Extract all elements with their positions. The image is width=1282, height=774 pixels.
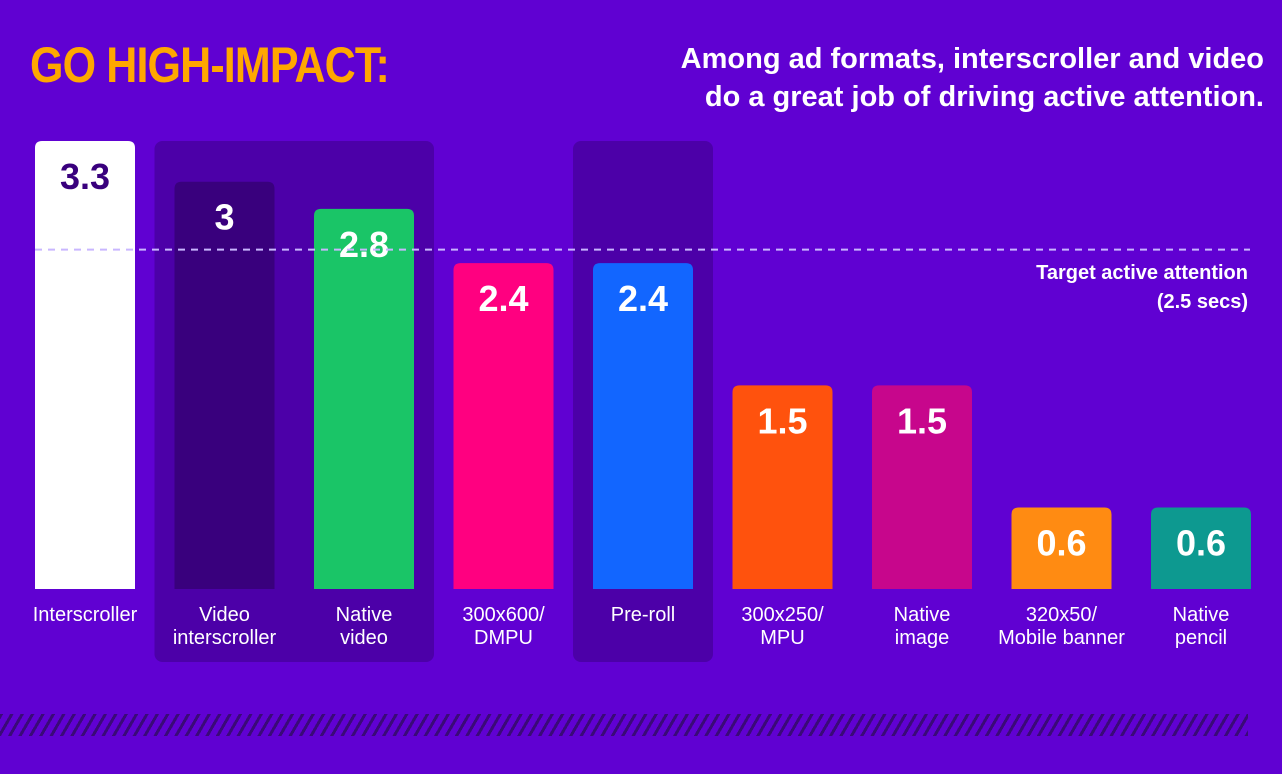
value-label: 3.3 xyxy=(60,156,110,197)
value-label: 2.4 xyxy=(618,278,668,319)
target-label-line-1: Target active attention xyxy=(1036,262,1248,284)
bar xyxy=(314,208,414,589)
subtitle-line-1: Among ad formats, interscroller and vide… xyxy=(680,43,1264,75)
category-label: Native xyxy=(894,604,951,626)
bar xyxy=(593,263,693,589)
value-label: 1.5 xyxy=(757,400,807,441)
category-label: 300x600/ xyxy=(462,604,545,626)
headline: GO HIGH-IMPACT: xyxy=(30,37,390,93)
category-label: MPU xyxy=(760,627,804,649)
value-label: 1.5 xyxy=(897,400,947,441)
value-label: 0.6 xyxy=(1176,523,1226,564)
category-label: DMPU xyxy=(474,627,533,649)
value-label: 2.8 xyxy=(339,224,389,265)
category-label: Pre-roll xyxy=(611,604,675,626)
category-label: Native xyxy=(336,604,393,626)
category-label: 320x50/ xyxy=(1026,604,1098,626)
decorative-stripes xyxy=(0,714,1248,736)
value-label: 3 xyxy=(214,197,234,238)
bar xyxy=(732,385,833,589)
bar xyxy=(174,181,275,589)
bar xyxy=(1011,507,1112,589)
value-label: 0.6 xyxy=(1036,523,1086,564)
category-label: Interscroller xyxy=(33,604,138,626)
category-label: interscroller xyxy=(173,627,277,649)
category-label: image xyxy=(895,627,949,649)
category-label: pencil xyxy=(1175,627,1227,649)
category-label: Video xyxy=(199,604,250,626)
bar xyxy=(872,385,972,589)
category-label: Mobile banner xyxy=(998,627,1125,649)
subtitle: Among ad formats, interscroller and vide… xyxy=(564,40,1264,116)
bar xyxy=(1151,507,1251,589)
subtitle-line-2: do a great job of driving active attenti… xyxy=(704,81,1264,113)
category-label: Native xyxy=(1173,604,1230,626)
target-label-line-2: (2.5 secs) xyxy=(1156,291,1248,313)
category-label: 300x250/ xyxy=(741,604,824,626)
bar xyxy=(453,263,554,589)
target-line-label: Target active attention (2.5 secs) xyxy=(1036,259,1248,317)
category-label: video xyxy=(340,627,388,649)
bar xyxy=(35,141,135,589)
value-label: 2.4 xyxy=(478,278,528,319)
